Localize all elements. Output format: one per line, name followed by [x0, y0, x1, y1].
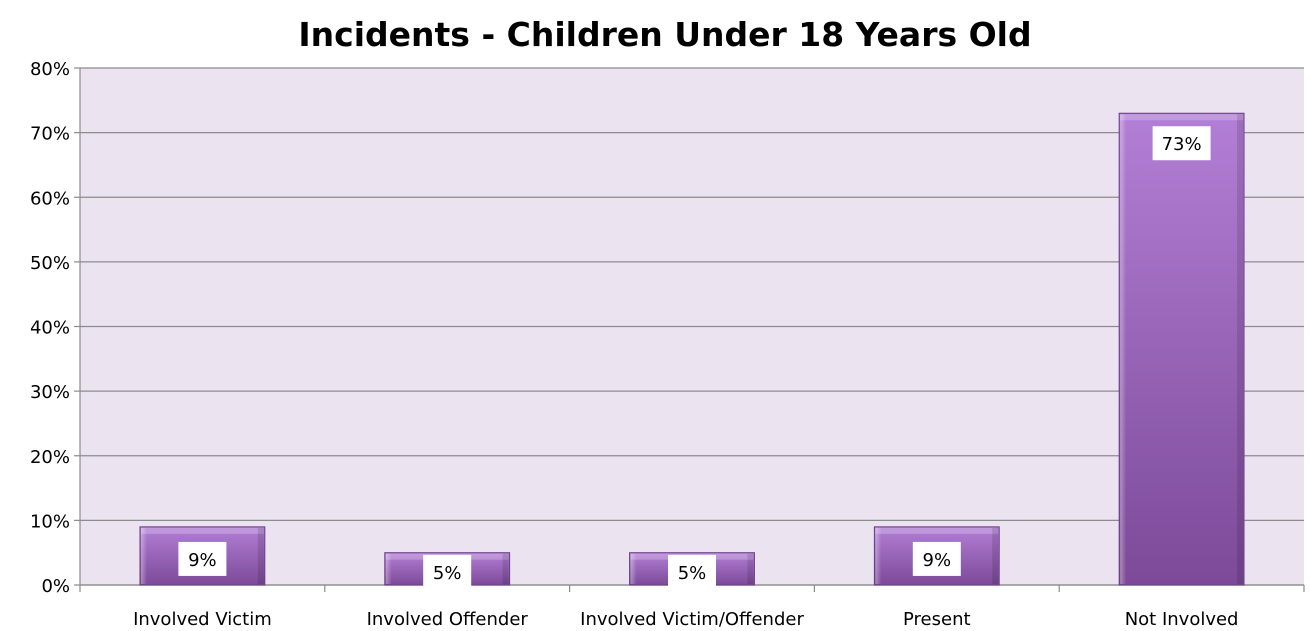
data-label: 5%	[668, 554, 716, 589]
y-axis: 0% 10% 20% 30% 40% 50% 60% 70% 80%	[30, 59, 81, 597]
data-label: 5%	[423, 554, 472, 589]
svg-text:5%: 5%	[678, 563, 707, 584]
y-tick-label: 10%	[30, 511, 70, 532]
svg-text:9%: 9%	[923, 550, 952, 571]
y-tick-label: 20%	[30, 447, 70, 468]
y-tick-label: 80%	[30, 59, 70, 80]
y-tick-label: 60%	[30, 188, 70, 209]
x-tick-label: Involved Offender	[367, 609, 529, 630]
x-axis: Involved Victim Involved Offender Involved…	[79, 584, 1305, 630]
x-tick-label: Involved Victim	[133, 609, 272, 630]
data-label: 9%	[178, 541, 227, 576]
svg-text:9%: 9%	[188, 550, 217, 571]
data-labels: 9% 5% 5% 9% 73%	[178, 126, 1211, 589]
chart-title: Incidents - Children Under 18 Years Old	[298, 15, 1031, 54]
y-tick-label: 30%	[30, 382, 70, 403]
y-tick-label: 50%	[30, 253, 70, 274]
x-tick-label: Not Involved	[1125, 609, 1239, 630]
y-tick-label: 70%	[30, 124, 70, 145]
x-tick-label: Involved Victim/Offender	[580, 609, 804, 630]
data-label: 73%	[1152, 126, 1211, 161]
y-tick-label: 0%	[41, 576, 70, 597]
svg-text:73%: 73%	[1162, 134, 1202, 155]
x-tick-label: Present	[903, 609, 971, 630]
bar	[1118, 112, 1245, 586]
svg-text:5%: 5%	[433, 563, 462, 584]
y-tick-label: 40%	[30, 318, 70, 339]
data-label: 9%	[912, 541, 961, 576]
